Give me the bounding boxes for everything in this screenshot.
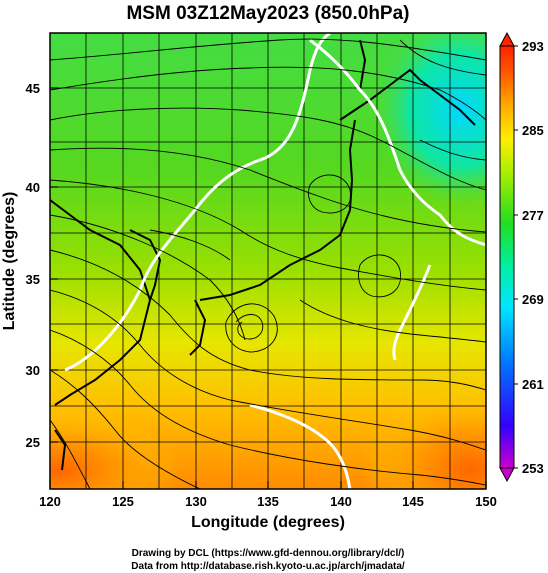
x-tick-120: 120 <box>39 494 61 509</box>
colorbar-tick-269: 269 <box>522 292 544 307</box>
y-tick-30: 30 <box>26 363 40 378</box>
colorbar-gradient <box>499 45 515 469</box>
coastline-sakhalin <box>359 39 367 91</box>
x-axis-label: Longitude (degrees) <box>191 514 345 531</box>
warm-region-southeast <box>360 390 486 489</box>
y-axis-label: Latitude (degrees) <box>1 192 18 331</box>
colorbar-min-arrow <box>499 467 515 483</box>
x-tick-135: 135 <box>257 494 279 509</box>
plot-area <box>50 33 486 489</box>
y-tick-45: 45 <box>26 81 40 96</box>
y-tick-40: 40 <box>26 180 40 195</box>
credit-drawing: Drawing by DCL (https://www.gfd-dennou.o… <box>132 548 405 559</box>
y-tick-35: 35 <box>26 272 40 287</box>
y-tick-labels: 25 30 35 40 45 <box>26 81 40 450</box>
x-tick-130: 130 <box>185 494 207 509</box>
contours <box>64 33 486 489</box>
colorbar: 293 285 277 269 261 253 <box>499 31 544 483</box>
coastline-japan <box>199 119 356 301</box>
x-tick-labels: 120 125 130 135 140 145 150 <box>39 494 497 509</box>
colorbar-tick-293: 293 <box>522 39 544 54</box>
colorbar-max-arrow <box>499 31 515 47</box>
x-tick-145: 145 <box>402 494 424 509</box>
page-title: MSM 03Z12May2023 (850.0hPa) <box>126 3 409 24</box>
coastlines <box>50 39 476 471</box>
streamlines <box>50 38 486 489</box>
x-tick-125: 125 <box>112 494 134 509</box>
axis-ticks <box>49 87 487 489</box>
coastline-korea <box>129 229 162 301</box>
x-tick-140: 140 <box>330 494 352 509</box>
credit-data: Data from http://database.rish.kyoto-u.a… <box>131 561 405 572</box>
colorbar-tick-277: 277 <box>522 208 544 223</box>
coastline-kyushu <box>189 299 207 356</box>
warm-region-southwest <box>50 410 180 489</box>
coastline-taiwan <box>54 429 67 471</box>
x-tick-150: 150 <box>475 494 497 509</box>
colorbar-tick-253: 253 <box>522 461 544 476</box>
colorbar-tick-285: 285 <box>522 123 544 138</box>
y-tick-25: 25 <box>26 435 40 450</box>
colorbar-tick-261: 261 <box>522 377 544 392</box>
